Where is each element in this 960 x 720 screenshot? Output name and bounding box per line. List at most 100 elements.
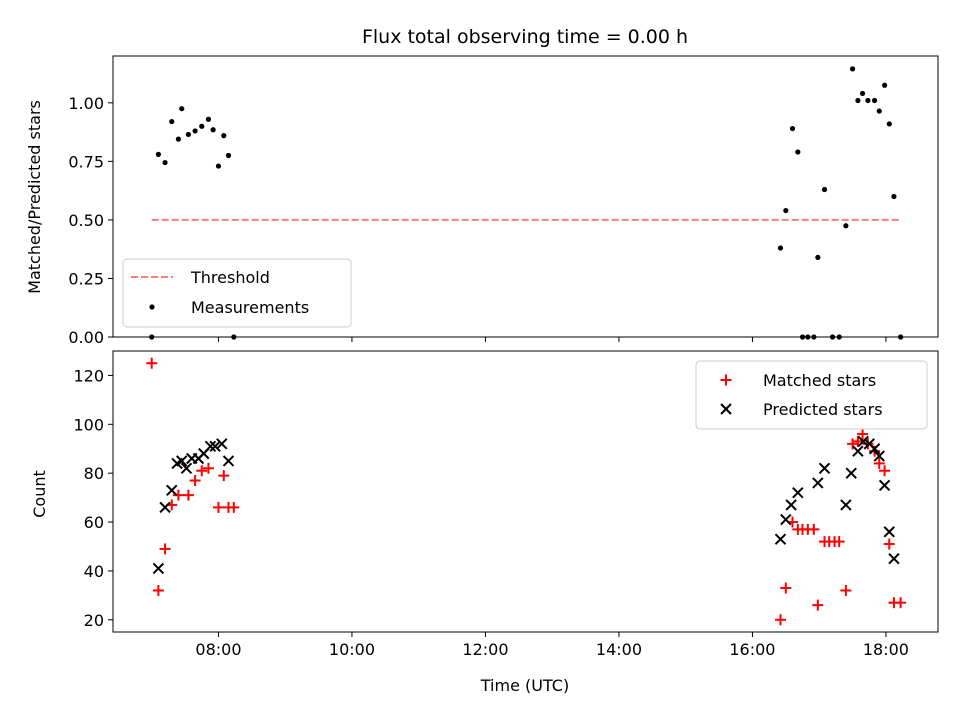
x-tick-label: 08:00 <box>195 640 241 659</box>
matched-star-point <box>780 582 792 594</box>
x-b <box>868 443 881 455</box>
x-b <box>840 499 852 511</box>
x-tick-label: 14:00 <box>596 640 642 659</box>
x-b <box>204 440 217 453</box>
measurement-point <box>185 131 192 138</box>
matched-star-point <box>196 465 208 477</box>
x-b <box>883 526 895 538</box>
matched-star-point <box>774 614 786 626</box>
matched-star-point <box>808 523 820 535</box>
predicted-star-point <box>845 467 857 479</box>
x-b <box>878 479 891 492</box>
predicted-star-point <box>812 477 824 489</box>
predicted-star-point <box>774 533 787 545</box>
measurement-point <box>179 106 185 112</box>
x-b <box>852 445 864 457</box>
predicted-star-point <box>840 499 852 511</box>
matched-star-point <box>879 465 891 477</box>
measurement-point <box>871 97 878 104</box>
x-tick-label: 16:00 <box>729 640 775 659</box>
predicted-star-point <box>180 462 193 474</box>
predicted-star-point <box>792 487 804 499</box>
measurement-point <box>192 128 198 134</box>
matched-star-point <box>146 357 158 369</box>
bottom-x-axis-label: Time (UTC) <box>480 676 569 695</box>
bottom-y-axis-label: Count <box>30 470 49 518</box>
x-b <box>873 450 885 462</box>
top-chart-title: Flux total observing time = 0.00 h <box>362 26 688 48</box>
top-legend: Threshold Measurements <box>122 258 352 328</box>
measurement-point <box>843 223 849 229</box>
measurement-point <box>783 207 789 214</box>
x-b <box>720 403 732 415</box>
x-b <box>818 462 831 474</box>
top-legend-box <box>122 258 352 328</box>
matched-star-point <box>852 435 864 447</box>
y-tick-label: 80 <box>84 464 104 483</box>
measurement-point <box>169 118 175 125</box>
measurement-point <box>876 108 882 114</box>
measurement-point <box>795 149 801 155</box>
x-b <box>774 533 787 545</box>
bottom-panel: 20 40 60 80 100 120 08:00 10:00 12:00 14:00 16:00 1… <box>73 350 939 659</box>
matched-star-point <box>847 438 859 450</box>
x-b <box>845 467 857 479</box>
predicted-star-point <box>176 455 188 467</box>
predicted-star-point <box>166 484 178 496</box>
matched-star-point <box>228 501 240 513</box>
predicted-star-point <box>883 526 895 538</box>
measurement-point <box>215 163 222 169</box>
bottom-legend: Matched stars Predicted stars <box>695 360 928 430</box>
measurement-point <box>210 127 216 133</box>
y-tick-label: 0.00 <box>68 328 104 347</box>
x-tick-label: 18:00 <box>863 640 909 659</box>
measurement-point <box>199 123 205 129</box>
measurement-point <box>221 133 227 139</box>
x-b <box>180 462 193 474</box>
matched-star-point <box>812 599 824 611</box>
predicted-star-point <box>222 455 235 467</box>
predicted-star-point <box>204 440 217 453</box>
x-b <box>888 552 900 565</box>
legend-matched-swatch <box>720 374 732 386</box>
bottom-legend-box <box>695 360 928 430</box>
predicted-star-point <box>852 445 864 457</box>
x-b <box>176 455 188 467</box>
predicted-star-point <box>888 552 900 565</box>
y-tick-label: 0.25 <box>68 269 104 288</box>
legend-predicted-swatch <box>720 403 732 415</box>
predicted-star-point <box>209 440 221 453</box>
predicted-star-point <box>868 443 881 455</box>
predicted-star-point <box>873 450 885 462</box>
top-y-axis-label: Matched/Predicted stars <box>25 100 44 294</box>
measurement-point <box>855 97 861 104</box>
x-b <box>216 438 228 450</box>
measurement-point <box>886 121 892 127</box>
x-b <box>863 438 875 450</box>
y-tick-label: 100 <box>73 415 104 434</box>
matched-star-point <box>218 470 230 482</box>
x-tick-label: 12:00 <box>462 640 508 659</box>
predicted-star-point <box>857 435 869 448</box>
matched-star-point <box>873 457 885 469</box>
measurement-point <box>155 151 161 157</box>
x-b <box>785 499 797 511</box>
x-b <box>857 435 869 448</box>
x-b <box>152 562 165 575</box>
y-tick-label: 40 <box>84 562 104 581</box>
measurement-point <box>821 186 828 193</box>
legend-measurements-swatch <box>149 304 155 310</box>
x-b <box>209 440 221 453</box>
predicted-star-point <box>159 501 171 514</box>
measurement-point <box>225 152 232 159</box>
y-tick-label: 20 <box>84 611 104 630</box>
matched-star-point <box>857 428 869 440</box>
matched-star-point <box>172 489 184 501</box>
predicted-star-point <box>878 479 891 492</box>
matched-star-point <box>152 584 164 596</box>
bottom-plot-frame <box>112 350 939 633</box>
measurement-point <box>815 254 821 260</box>
measurement-point <box>891 193 897 200</box>
